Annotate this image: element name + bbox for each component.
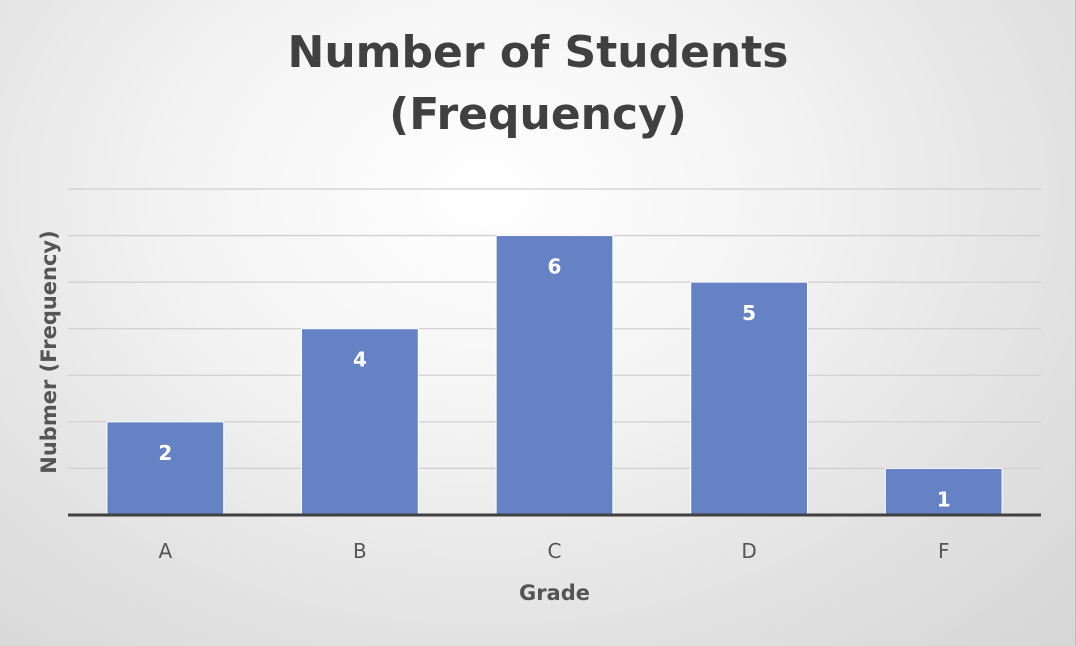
bar-d <box>690 281 808 516</box>
bars <box>106 235 1003 516</box>
x-axis-title: Grade <box>519 581 590 605</box>
data-label-d: 5 <box>742 301 756 325</box>
bar-b <box>301 328 419 516</box>
x-tick-label-c: C <box>548 539 562 563</box>
x-tick-label-a: A <box>158 539 172 563</box>
chart-title: Number of Students (Frequency) <box>287 27 789 140</box>
data-label-b: 4 <box>353 348 367 372</box>
data-label-c: 6 <box>548 255 562 279</box>
bar-f <box>884 467 1003 516</box>
bar-a <box>106 421 225 516</box>
data-labels: 2 4 6 5 1 <box>158 255 950 512</box>
data-label-a: 2 <box>158 441 172 465</box>
bar-c <box>495 235 614 516</box>
x-tick-label-f: F <box>938 539 950 563</box>
data-label-f: 1 <box>937 487 951 511</box>
x-tick-label-d: D <box>741 539 756 563</box>
x-tick-label-b: B <box>353 539 367 563</box>
y-axis-title: Nubmer (Frequency) <box>37 230 61 473</box>
